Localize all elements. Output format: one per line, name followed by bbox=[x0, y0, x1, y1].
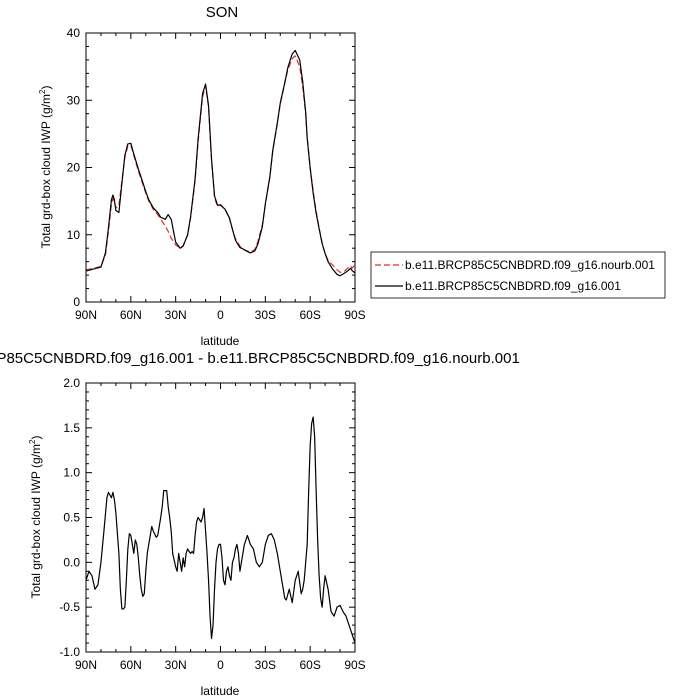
chart-title-top: SON bbox=[206, 4, 239, 21]
y-tick-label: 0.0 bbox=[63, 555, 80, 569]
series-top bbox=[85, 49, 356, 277]
y-ticks-bottom: -1.0 -0.5 0.0 0.5 1.0 1.5 2.0 bbox=[59, 376, 355, 659]
y-tick-label: 1.5 bbox=[63, 421, 80, 435]
y-axis-label-top-close: ) bbox=[39, 86, 53, 90]
x-tick-label: 30S bbox=[255, 308, 276, 322]
x-axis-label-top: latitude bbox=[201, 334, 240, 348]
y-axis-label-bottom-text: Total grd-box cloud IWP (g/m bbox=[29, 444, 43, 599]
x-tick-label: 30S bbox=[255, 658, 276, 672]
y-axis-label-top-sup: 2 bbox=[38, 89, 47, 94]
legend-label-nourb: b.e11.BRCP85C5CNBDRD.f09_g16.nourb.001 bbox=[405, 258, 655, 272]
y-tick-label: 1.0 bbox=[63, 466, 80, 480]
x-tick-label: 90S bbox=[344, 308, 365, 322]
y-tick-label: -0.5 bbox=[59, 600, 80, 614]
y-tick-label: 40 bbox=[67, 26, 81, 40]
x-tick-label: 90N bbox=[75, 658, 97, 672]
y-ticks-top: 0 10 20 30 40 bbox=[67, 26, 355, 309]
legend-label-control: b.e11.BRCP85C5CNBDRD.f09_g16.001 bbox=[405, 279, 621, 293]
series-bottom bbox=[85, 416, 356, 644]
x-tick-label: 60S bbox=[299, 308, 320, 322]
chart-panel-top: SON 0 10 20 30 40 90N 60N 30N 0 30S 60S 90S latitu… bbox=[38, 4, 666, 348]
x-tick-label: 60N bbox=[120, 658, 142, 672]
y-axis-label-top: Total grd-box cloud IWP (g/m2) bbox=[38, 86, 53, 249]
y-axis-label-top-text: Total grd-box cloud IWP (g/m bbox=[39, 94, 53, 249]
legend-box bbox=[370, 251, 666, 299]
y-axis-label-bottom-sup: 2 bbox=[28, 439, 37, 444]
x-tick-label: 60S bbox=[299, 658, 320, 672]
x-axis-label-bottom: latitude bbox=[201, 684, 240, 698]
x-tick-label: 30N bbox=[165, 658, 187, 672]
y-tick-label: -1.0 bbox=[59, 645, 80, 659]
x-tick-label: 90N bbox=[75, 308, 97, 322]
series-line-dashed bbox=[85, 55, 356, 274]
y-tick-label: 0 bbox=[73, 295, 80, 309]
plot-frame-bottom bbox=[85, 382, 356, 653]
chart-panel-bottom: b.e11.BRCP85C5CNBDRD.f09_g16.001 - b.e11… bbox=[0, 350, 520, 698]
x-tick-label: 60N bbox=[120, 308, 142, 322]
plot-frame-top bbox=[85, 32, 356, 303]
y-axis-label-bottom: Total grd-box cloud IWP (g/m2) bbox=[28, 436, 43, 599]
x-tick-label: 0 bbox=[217, 658, 224, 672]
y-axis-label-bottom-close: ) bbox=[29, 436, 43, 440]
x-tick-label: 30N bbox=[165, 308, 187, 322]
series-line-solid bbox=[85, 49, 356, 277]
y-tick-label: 20 bbox=[67, 161, 81, 175]
y-tick-label: 0.5 bbox=[63, 511, 80, 525]
x-tick-label: 90S bbox=[344, 658, 365, 672]
series-line-solid bbox=[85, 416, 356, 644]
y-tick-label: 2.0 bbox=[63, 376, 80, 390]
x-ticks-bottom: 90N 60N 30N 0 30S 60S 90S bbox=[75, 383, 366, 672]
y-tick-label: 30 bbox=[67, 93, 81, 107]
chart-title-bottom: b.e11.BRCP85C5CNBDRD.f09_g16.001 - b.e11… bbox=[0, 350, 520, 367]
x-ticks-top: 90N 60N 30N 0 30S 60S 90S bbox=[75, 33, 366, 322]
x-tick-label: 0 bbox=[217, 308, 224, 322]
legend: b.e11.BRCP85C5CNBDRD.f09_g16.nourb.001 b… bbox=[370, 251, 666, 299]
y-tick-label: 10 bbox=[67, 228, 81, 242]
